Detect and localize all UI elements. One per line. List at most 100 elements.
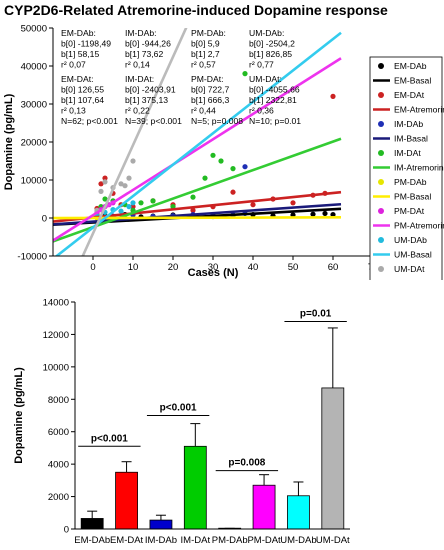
scatter-point-em-dat [230, 189, 236, 195]
legend-marker-em-dab [378, 63, 384, 69]
scatter-point-im-dat [242, 71, 248, 77]
stat-text-um-dab: UM-DAb: [249, 28, 284, 38]
legend-label-um-dab: UM-DAb [394, 235, 427, 245]
y-tick-label: 20000 [21, 138, 47, 149]
stat-text-um-dat: b[1] 2322,81 [249, 95, 297, 105]
stat-text-im-dat: b[1] 375,13 [125, 95, 168, 105]
regression-line-pm-atremorine [53, 57, 342, 242]
bar-pm-dat [252, 484, 276, 530]
legend-label-em-atremorine: EM-Atremorine [394, 105, 444, 115]
scatter-point-um-dat [126, 175, 132, 181]
y-tick-label: 0 [64, 525, 69, 536]
scatter-point-um-dab [130, 200, 136, 206]
stat-text-im-dat: IM-DAt: [125, 74, 154, 84]
y-tick-label: 30000 [21, 100, 47, 111]
y-tick-label: 40000 [21, 62, 47, 73]
stat-text-um-dab: r² 0,77 [249, 60, 274, 70]
x-tick-label: PM-DAt [247, 535, 281, 546]
significance-label: p<0.001 [160, 403, 197, 414]
legend-label-pm-basal: PM-Basal [394, 192, 431, 202]
scatter-point-em-dat [190, 207, 196, 213]
legend-label-um-atremorine: UM-Atremorine [394, 279, 444, 280]
x-tick-label: 40 [248, 262, 259, 273]
bar-em-dat [115, 471, 138, 530]
y-axis-label: Dopamine (pg/mL) [3, 93, 15, 190]
significance-label: p=0.01 [300, 308, 332, 319]
scatter-chart: -10000 0 10000 20000 30000 40000 50000 0 10 20 30 4… [3, 24, 444, 280]
scatter-point-em-dat [330, 93, 336, 99]
scatter-point-em-dab [310, 211, 316, 217]
stat-text-pm-dat: N=5; p=0.008 [191, 116, 243, 126]
stat-text-pm-dat: b[1] 666,3 [191, 95, 229, 105]
regression-line-pm-basal [53, 216, 342, 220]
scatter-point-um-dat [98, 188, 104, 194]
x-tick-label: PM-DAb [212, 535, 248, 546]
x-tick-label: 30 [208, 262, 219, 273]
stat-text-em-dat: N=62; p<0.001 [61, 116, 118, 126]
scatter-point-im-dat [190, 194, 196, 200]
stat-text-um-dat: r² 0,36 [249, 106, 274, 116]
scatter-point-im-dat [138, 200, 144, 206]
bar-im-dat [183, 445, 207, 530]
x-tick-label: IM-DAt [181, 535, 211, 546]
regression-line-im-atremorine [53, 137, 342, 243]
y-tick-label: 10000 [21, 176, 47, 187]
scatter-point-im-dat [230, 166, 236, 172]
x-tick-label: 10 [128, 262, 139, 273]
stat-text-pm-dat: b[0] 722,7 [191, 85, 229, 95]
scatter-point-im-dab [242, 164, 248, 170]
legend-label-em-dat: EM-DAt [394, 90, 425, 100]
x-tick-label: EM-DAb [74, 535, 110, 546]
stat-text-pm-dat: PM-DAt: [191, 74, 223, 84]
x-tick-label: UM-DAt [316, 535, 350, 546]
x-tick-label: 50 [288, 262, 299, 273]
legend-label-um-dat: UM-DAt [394, 264, 425, 274]
scatter-point-um-dat [130, 158, 136, 164]
scatter-point-im-dat [218, 158, 224, 164]
legend-marker-im-dat [378, 150, 384, 156]
legend-marker-im-dab [378, 121, 384, 127]
stat-text-em-dab: b[1] 58,15 [61, 49, 99, 59]
bar-chart: EM-DAb EM-DAt IM-DAb IM-DAt PM-DAb PM-DAt UM-D… [13, 298, 350, 547]
regression-line-um-basal [54, 31, 342, 256]
x-tick-label: IM-DAb [145, 535, 177, 546]
stat-text-em-dab: b[0] -1198,49 [61, 39, 111, 49]
stat-text-pm-dab: b[1] 2,7 [191, 49, 220, 59]
x-tick-label: 20 [168, 262, 179, 273]
legend-label-um-basal: UM-Basal [394, 250, 432, 260]
x-tick-label: EM-DAt [110, 535, 144, 546]
y-tick-label: 50000 [21, 24, 47, 35]
scatter-point-em-dat [250, 202, 256, 208]
stat-text-im-dab: r² 0,14 [125, 60, 150, 70]
significance-label: p<0.001 [91, 433, 128, 444]
stat-text-im-dab: b[0] -944,26 [125, 39, 171, 49]
regression-line-um-atremorine [81, 28, 188, 256]
y-tick-label: 12000 [43, 330, 69, 341]
scatter-point-um-dat [102, 179, 108, 185]
y-tick-label: 10000 [43, 362, 69, 373]
stat-text-em-dab: EM-DAb: [61, 28, 96, 38]
stat-text-im-dab: IM-DAb: [125, 28, 157, 38]
y-tick-label: 4000 [48, 460, 69, 471]
legend-marker-pm-dat [378, 208, 384, 214]
stat-text-pm-dab: b[0] 5,9 [191, 39, 220, 49]
scatter-point-im-dat [102, 196, 108, 202]
stat-text-pm-dab: PM-DAb: [191, 28, 226, 38]
scatter-point-em-dat [290, 200, 296, 206]
stat-text-um-dab: b[1] 826,85 [249, 49, 292, 59]
y-tick-label: -10000 [17, 252, 47, 263]
x-tick-label: UM-DAb [280, 535, 316, 546]
legend-label-pm-dab: PM-DAb [394, 177, 427, 187]
stat-text-em-dab: r² 0,07 [61, 60, 86, 70]
scatter-point-em-dat [130, 204, 136, 210]
stat-text-em-dat: b[0] 126,55 [61, 85, 104, 95]
stat-text-im-dat: r² 0,22 [125, 106, 150, 116]
x-tick-label: 60 [328, 262, 339, 273]
stat-text-im-dat: N=39; p<0.001 [125, 116, 182, 126]
scatter-plot-area [53, 28, 342, 256]
stat-text-em-dat: EM-DAt: [61, 74, 93, 84]
legend-label-im-dab: IM-DAb [394, 119, 423, 129]
scatter-point-im-dat [210, 152, 216, 158]
